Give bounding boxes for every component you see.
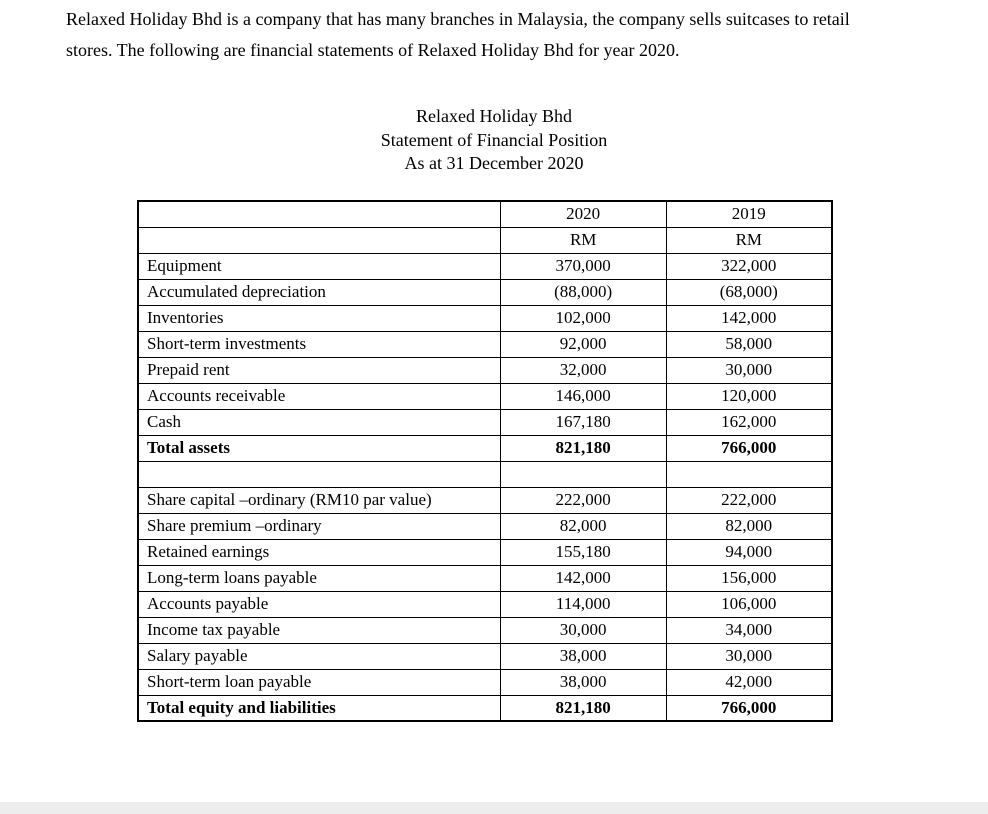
row-label: Short-term loan payable xyxy=(137,668,501,696)
value-2020: 222,000 xyxy=(499,486,667,514)
row-label: Inventories xyxy=(137,304,501,332)
value-2020: 155,180 xyxy=(499,538,667,566)
statement-name: Statement of Financial Position xyxy=(380,129,608,150)
year-header-row: 2020 2019 xyxy=(137,200,833,228)
value-2020: 146,000 xyxy=(499,382,667,410)
value-2019: 30,000 xyxy=(665,642,833,670)
value-2019: 34,000 xyxy=(665,616,833,644)
table-row: Accounts receivable 146,000 120,000 xyxy=(137,382,833,410)
table-row: Retained earnings 155,180 94,000 xyxy=(137,538,833,566)
intro-line-2: stores. The following are financial stat… xyxy=(66,40,680,60)
table-row: Salary payable 38,000 30,000 xyxy=(137,642,833,670)
value-2020: 38,000 xyxy=(499,668,667,696)
row-label: Cash xyxy=(137,408,501,436)
value-2020: 32,000 xyxy=(499,356,667,384)
table-row: Short-term investments 92,000 58,000 xyxy=(137,330,833,358)
value-2019: 58,000 xyxy=(665,330,833,358)
row-label: Total equity and liabilities xyxy=(137,694,501,722)
table-row: Prepaid rent 32,000 30,000 xyxy=(137,356,833,384)
currency-header-row: RM RM xyxy=(137,226,833,254)
table-row: Total assets 821,180 766,000 xyxy=(137,434,833,462)
table-row: Long-term loans payable 142,000 156,000 xyxy=(137,564,833,592)
value-2020: 370,000 xyxy=(499,252,667,280)
value-2019: 82,000 xyxy=(665,512,833,540)
intro-line-1: Relaxed Holiday Bhd is a company that ha… xyxy=(66,9,850,29)
financial-position-table: 2020 2019 RM RM Equipment 370,000 322,000 A… xyxy=(137,200,833,722)
row-label: Share capital –ordinary (RM10 par value) xyxy=(137,486,501,514)
value-2020: 114,000 xyxy=(499,590,667,618)
table-row: Share capital –ordinary (RM10 par value)… xyxy=(137,486,833,514)
value-2019: 94,000 xyxy=(665,538,833,566)
row-label: Retained earnings xyxy=(137,538,501,566)
statement-title-block: Relaxed Holiday Bhd Statement of Financi… xyxy=(0,105,988,176)
table-row: Total equity and liabilities 821,180 766,0… xyxy=(137,694,833,722)
company-name: Relaxed Holiday Bhd xyxy=(416,106,572,126)
year-2019-header: 2019 xyxy=(665,200,833,228)
value-2019: 120,000 xyxy=(665,382,833,410)
value-2020: 821,180 xyxy=(499,434,667,462)
value-2019: 766,000 xyxy=(665,694,833,722)
table-row: Share premium –ordinary 82,000 82,000 xyxy=(137,512,833,540)
spacer-row xyxy=(137,460,833,488)
row-label: Short-term investments xyxy=(137,330,501,358)
value-2019: 156,000 xyxy=(665,564,833,592)
value-2020: 142,000 xyxy=(499,564,667,592)
row-label: Total assets xyxy=(137,434,501,462)
row-label: Accounts receivable xyxy=(137,382,501,410)
value-2020: (88,000) xyxy=(499,278,667,306)
horizontal-scrollbar[interactable] xyxy=(0,802,988,814)
intro-paragraph: Relaxed Holiday Bhd is a company that ha… xyxy=(66,4,936,66)
value-2019: 322,000 xyxy=(665,252,833,280)
value-2020 xyxy=(499,460,667,488)
value-2020: 92,000 xyxy=(499,330,667,358)
value-2020: 167,180 xyxy=(499,408,667,436)
empty-header-cell xyxy=(137,226,501,254)
table-row: Short-term loan payable 38,000 42,000 xyxy=(137,668,833,696)
value-2019: (68,000) xyxy=(665,278,833,306)
row-label: Share premium –ordinary xyxy=(137,512,501,540)
table-row: Accounts payable 114,000 106,000 xyxy=(137,590,833,618)
value-2019: 42,000 xyxy=(665,668,833,696)
value-2020: 821,180 xyxy=(499,694,667,722)
row-label: Equipment xyxy=(137,252,501,280)
statement-date: As at 31 December 2020 xyxy=(404,153,584,173)
year-2020-header: 2020 xyxy=(499,200,667,228)
row-label: Salary payable xyxy=(137,642,501,670)
currency-2019-header: RM xyxy=(665,226,833,254)
row-label: Prepaid rent xyxy=(137,356,501,384)
value-2019: 222,000 xyxy=(665,486,833,514)
row-label xyxy=(137,460,501,488)
table-row: Inventories 102,000 142,000 xyxy=(137,304,833,332)
value-2020: 30,000 xyxy=(499,616,667,644)
value-2019: 766,000 xyxy=(665,434,833,462)
row-label: Long-term loans payable xyxy=(137,564,501,592)
table-row: Accumulated depreciation (88,000) (68,000) xyxy=(137,278,833,306)
value-2019 xyxy=(665,460,833,488)
row-label: Income tax payable xyxy=(137,616,501,644)
value-2019: 30,000 xyxy=(665,356,833,384)
row-label: Accounts payable xyxy=(137,590,501,618)
value-2019: 142,000 xyxy=(665,304,833,332)
currency-2020-header: RM xyxy=(499,226,667,254)
value-2019: 162,000 xyxy=(665,408,833,436)
table-row: Cash 167,180 162,000 xyxy=(137,408,833,436)
value-2019: 106,000 xyxy=(665,590,833,618)
value-2020: 82,000 xyxy=(499,512,667,540)
value-2020: 38,000 xyxy=(499,642,667,670)
table-row: Equipment 370,000 322,000 xyxy=(137,252,833,280)
table-row: Income tax payable 30,000 34,000 xyxy=(137,616,833,644)
value-2020: 102,000 xyxy=(499,304,667,332)
row-label: Accumulated depreciation xyxy=(137,278,501,306)
empty-header-cell xyxy=(137,200,501,228)
